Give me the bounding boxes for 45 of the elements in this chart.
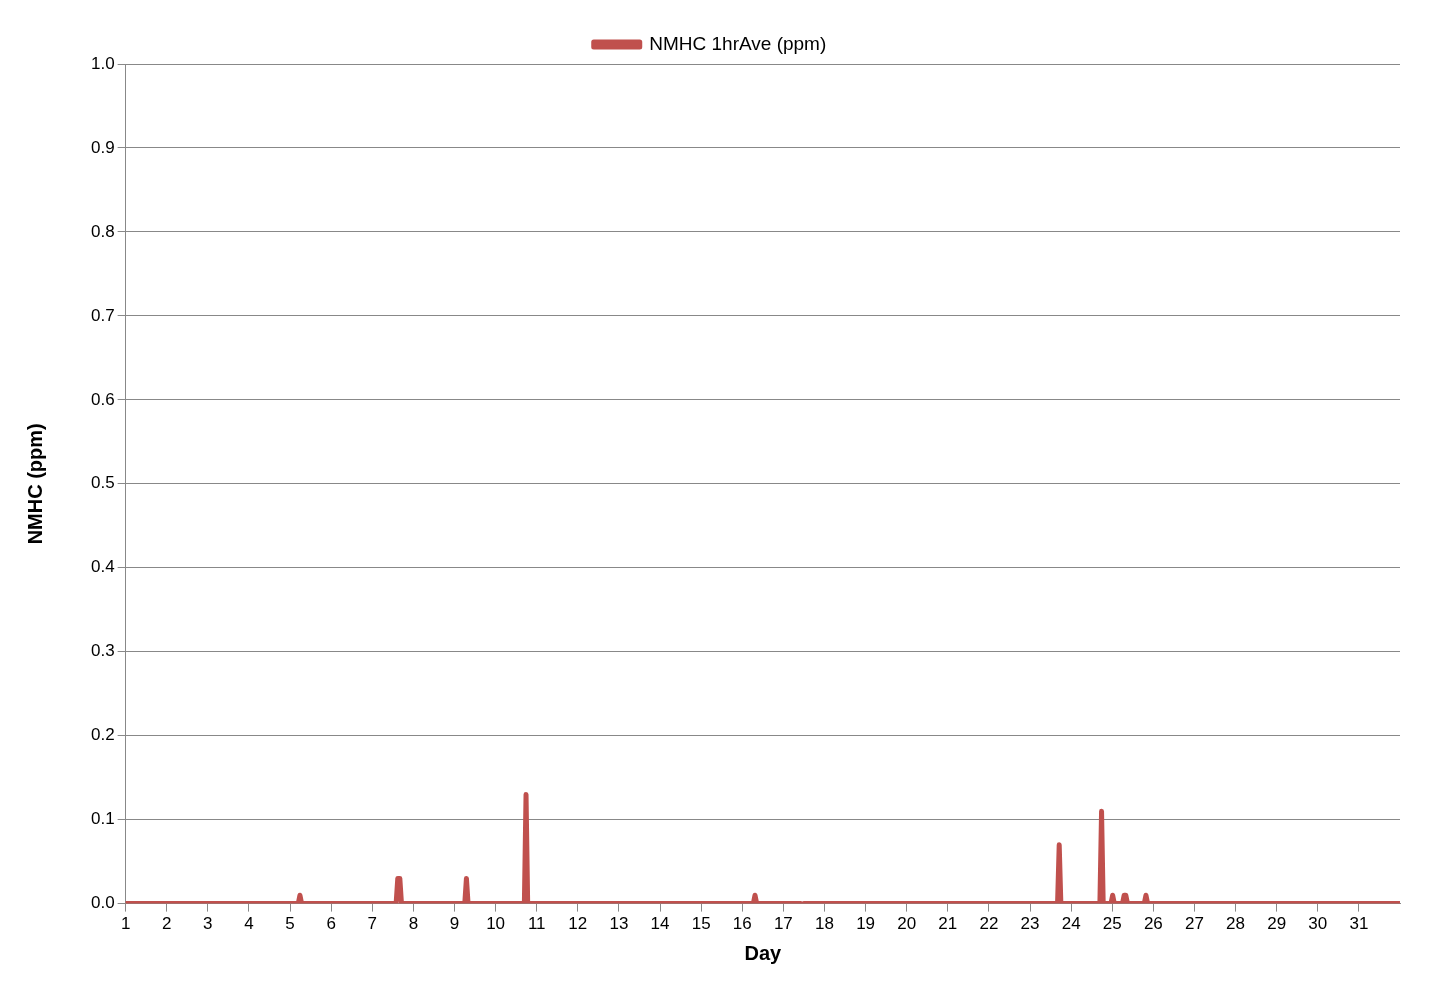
x-tick-label: 29 (1267, 914, 1287, 934)
y-tick-label: 0.8 (90, 221, 115, 241)
x-tick-label: 13 (609, 914, 629, 934)
x-tick-label: 25 (1102, 914, 1122, 934)
x-tick-label: 30 (1308, 914, 1328, 934)
y-tick-label: 0.2 (90, 725, 115, 745)
x-tick-label: 1 (120, 914, 131, 934)
x-tick-label: 28 (1226, 914, 1246, 934)
y-tick-label: 0.0 (90, 893, 115, 913)
x-tick-label: 3 (203, 914, 213, 934)
y-tick-label: 0.5 (90, 473, 115, 493)
x-tick-label: 20 (897, 914, 917, 934)
x-tick-label: 5 (285, 914, 295, 934)
x-tick-label: 26 (1143, 914, 1163, 934)
y-tick-label: 0.6 (90, 389, 115, 409)
y-tick-label: 0.9 (90, 137, 115, 157)
x-tick-label: 18 (815, 914, 834, 934)
x-tick-label: 23 (1020, 914, 1040, 934)
x-tick-label: 7 (367, 914, 378, 934)
y-tick-label: 0.3 (90, 641, 115, 661)
x-tick-label: 11 (527, 914, 546, 934)
x-tick-label: 27 (1185, 914, 1204, 934)
x-tick-label: 2 (162, 914, 172, 934)
y-tick-label: 0.7 (90, 305, 115, 325)
x-tick-label: 31 (1349, 914, 1369, 934)
x-tick-label: 24 (1061, 914, 1081, 934)
x-axis-title: Day (744, 941, 783, 964)
y-tick-label: 1.0 (90, 53, 115, 73)
x-tick-label: 4 (244, 914, 254, 934)
x-tick-label: 10 (486, 914, 506, 934)
y-axis-title: NMHC (ppm) (23, 423, 46, 545)
x-tick-label: 19 (856, 914, 876, 934)
x-tick-label: 17 (773, 914, 793, 934)
x-tick-label: 16 (732, 914, 752, 934)
x-tick-label: 14 (650, 914, 670, 934)
y-tick-label: 0.1 (90, 809, 115, 829)
x-tick-label: 9 (449, 914, 460, 934)
x-tick-label: 12 (568, 914, 588, 934)
x-tick-label: 21 (938, 914, 958, 934)
x-tick-label: 6 (326, 914, 336, 934)
legend-label: NMHC 1hrAve (ppm) (649, 32, 827, 54)
x-tick-label: 8 (408, 914, 419, 934)
x-tick-label: 22 (979, 914, 999, 934)
y-tick-label: 0.4 (90, 557, 115, 577)
x-tick-label: 15 (691, 914, 711, 934)
